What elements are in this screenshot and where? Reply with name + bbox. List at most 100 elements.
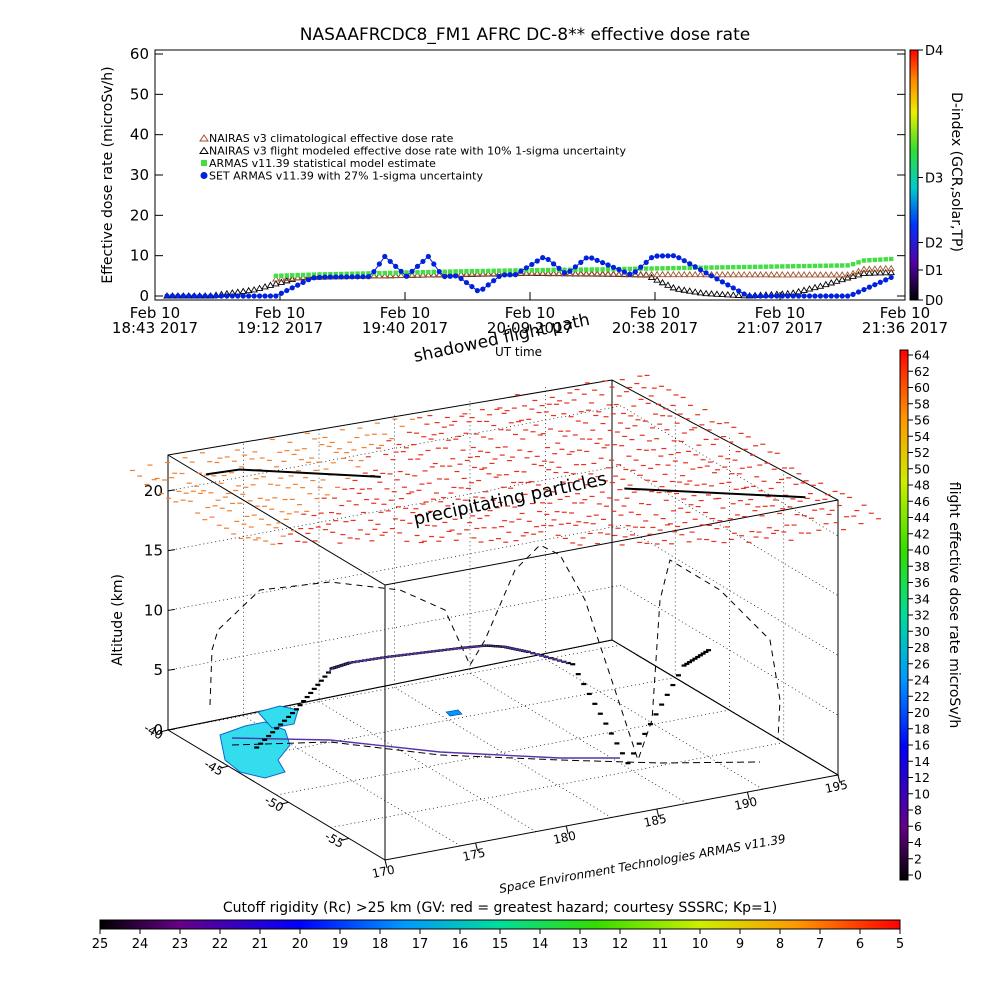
series-point <box>726 265 730 269</box>
flight-track-segment <box>526 651 528 652</box>
series-point <box>752 272 758 277</box>
series-point <box>889 257 893 261</box>
series-point <box>605 271 611 276</box>
series-point <box>714 272 720 277</box>
x-tick-label-time: 21:36 2017 <box>862 319 948 337</box>
series-point <box>715 265 719 269</box>
series-point <box>878 257 882 261</box>
series-point <box>785 272 791 277</box>
series-point <box>285 273 289 277</box>
series-point <box>606 267 610 271</box>
series-point <box>796 289 802 294</box>
flight-track-segment <box>511 648 513 649</box>
series-point <box>862 258 866 262</box>
ground-track-purple <box>232 738 620 758</box>
series-point <box>426 270 430 274</box>
series-point <box>448 269 452 273</box>
series-point <box>508 268 512 272</box>
lon-tick-label: 195 <box>824 777 849 795</box>
shadowed-path-upper-2 <box>624 489 805 498</box>
rigidity-tick-label: 17 <box>412 937 429 952</box>
dose-tick-label: 10 <box>914 786 930 801</box>
y-tick-label: 60 <box>130 45 149 63</box>
series-point <box>377 271 381 275</box>
series-point <box>730 272 736 277</box>
shadowed-flight-path <box>210 545 780 760</box>
grid-line-alt <box>168 466 838 596</box>
altitude-tick-label: 15 <box>144 542 163 560</box>
rigidity-tick-label: 24 <box>132 937 149 952</box>
series-point <box>824 264 828 268</box>
dose-tick-label: 58 <box>914 396 930 411</box>
legend-label: NAIRAS v3 climatological effective dose … <box>209 132 454 145</box>
dose-tick-label: 34 <box>914 591 930 606</box>
series-point <box>774 272 780 277</box>
dose-tick-label: 32 <box>914 608 930 623</box>
d-index-tick-label: D1 <box>925 264 943 279</box>
series-point <box>676 272 682 277</box>
series-point <box>829 263 833 267</box>
rigidity-tick-label: 8 <box>776 937 784 952</box>
top-legend: NAIRAS v3 climatological effective dose … <box>200 132 626 183</box>
dose-tick-label: 28 <box>914 640 930 655</box>
series-point <box>796 264 800 268</box>
dose-tick-label: 60 <box>914 380 930 395</box>
legend-marker <box>201 172 208 179</box>
series-point <box>790 272 796 277</box>
rigidity-tick-label: 25 <box>92 937 109 952</box>
dose-tick-label: 2 <box>914 851 922 866</box>
series-point <box>851 262 855 266</box>
series-point <box>828 272 834 277</box>
series-point <box>779 272 785 277</box>
series-point <box>535 268 539 272</box>
rigidity-tick-label: 5 <box>896 937 904 952</box>
dose-colorbar-label: flight effective dose rate microSv/h <box>946 482 962 728</box>
grid-line-alt <box>168 585 838 715</box>
series-point <box>502 268 506 272</box>
series-point <box>873 258 877 262</box>
series-point <box>670 272 676 277</box>
series-point <box>725 272 731 277</box>
top-chart-title: NASAAFRCDC8_FM1 AFRC DC-8** effective do… <box>300 25 750 45</box>
series-point <box>481 269 485 273</box>
series-point <box>530 268 534 272</box>
top-y-axis-label: Effective dose rate (microSv/h) <box>100 66 116 283</box>
rigidity-tick-label: 23 <box>172 937 189 952</box>
series-point <box>486 269 490 273</box>
grid-line-alt <box>168 525 838 655</box>
series-point <box>753 265 757 269</box>
series-point <box>698 290 704 295</box>
cutoff-rigidity-region <box>220 722 290 778</box>
series-point <box>714 291 720 296</box>
series-point <box>290 273 294 277</box>
rigidity-tick-label: 14 <box>532 937 549 952</box>
rigidity-colorbar-label: Cutoff rigidity (Rc) >25 km (GV: red = g… <box>223 900 777 916</box>
series-point <box>741 272 747 277</box>
series-point <box>709 291 715 296</box>
series-point <box>791 264 795 268</box>
x-tick-label-time: 20:38 2017 <box>612 319 698 337</box>
dose-colorbar <box>900 350 908 880</box>
series-point <box>764 264 768 268</box>
series-point <box>747 265 751 269</box>
rigidity-tick-label: 22 <box>212 937 229 952</box>
legend-marker <box>200 148 208 154</box>
series-point <box>551 268 555 272</box>
dose-tick-label: 52 <box>914 445 930 460</box>
altitude-tick-label: 10 <box>144 601 163 619</box>
d-index-colorbar <box>910 50 918 300</box>
x-tick-label-time: 18:43 2017 <box>112 319 198 337</box>
series-point <box>692 289 698 294</box>
series-point <box>758 272 764 277</box>
series-point <box>649 266 653 270</box>
dose-tick-label: 48 <box>914 478 930 493</box>
rigidity-tick-label: 21 <box>252 937 269 952</box>
series-point <box>835 263 839 267</box>
annotation-ut-time: UT time <box>495 345 542 359</box>
flight-track-segment <box>368 659 372 660</box>
series-point <box>666 266 670 270</box>
series-point <box>600 267 604 271</box>
series-point <box>719 292 725 297</box>
x-tick-label-time: 19:12 2017 <box>237 319 323 337</box>
